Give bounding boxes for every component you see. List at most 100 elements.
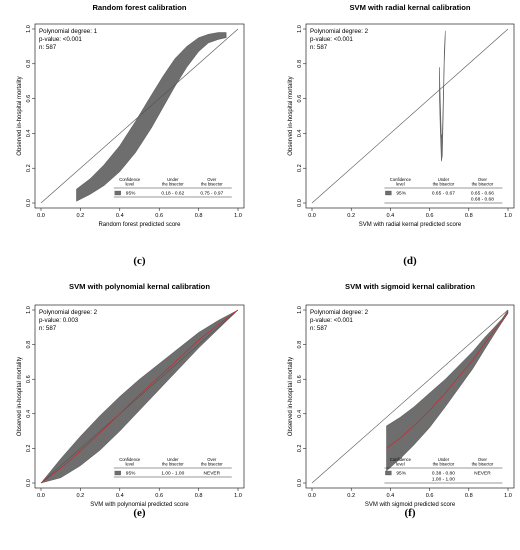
legend-header: the bisector (472, 182, 494, 187)
panel-caption: (f) (405, 507, 416, 519)
y-tick-label: 1.0 (26, 306, 32, 314)
legend-header: level (125, 462, 134, 467)
legend-header: Confidence (119, 457, 141, 462)
x-tick-label: 0.2 (347, 493, 355, 499)
legend-header: the bisector (201, 182, 223, 187)
legend-header: the bisector (162, 462, 184, 467)
y-tick-label: 0.2 (297, 445, 303, 453)
info-text: Polynomial degree: 2 (310, 309, 369, 316)
y-axis-label: Observed in-hospital mortality (17, 76, 23, 155)
legend-swatch (114, 470, 121, 476)
x-tick-label: 0.2 (347, 213, 355, 219)
bisector-line (311, 28, 509, 204)
x-tick-label: 1.0 (234, 493, 242, 499)
y-tick-label: 0.8 (297, 60, 303, 68)
y-axis-label: Observed in-hospital mortality (288, 357, 294, 436)
legend-header: Under (438, 177, 450, 182)
x-axis-label: SVM with polynomial predicted score (90, 502, 189, 508)
bisector-line (40, 309, 239, 484)
info-text: n: 587 (39, 44, 57, 51)
info-text: Polynomial degree: 2 (39, 309, 98, 316)
legend-level: 95% (396, 191, 406, 197)
calibration-panel-2: SVM with radial kernal calibration 0.0 0.0… (288, 3, 515, 267)
x-tick-label: 0.2 (77, 213, 85, 219)
x-tick-label: 1.0 (504, 213, 512, 219)
x-tick-label: 0.0 (37, 213, 45, 219)
y-tick-label: 0.0 (26, 199, 32, 207)
y-tick-label: 0.6 (26, 95, 32, 103)
x-tick-label: 0.4 (387, 493, 395, 499)
legend-over-range: NEVER (204, 471, 221, 477)
x-axis-label: SVM with sigmoid predicted score (365, 502, 456, 508)
plot-frame (34, 23, 245, 209)
panel-title: Random forest calibration (92, 3, 186, 12)
x-axis-label: Random forest predicted score (98, 222, 181, 228)
info-text: p-value: <0.001 (310, 36, 353, 43)
x-tick-label: 0.8 (195, 493, 203, 499)
legend-header: Under (167, 457, 179, 462)
panel-title: SVM with sigmoid kernal calibration (345, 282, 475, 291)
legend-header: Confidence (390, 457, 412, 462)
legend-header: level (396, 462, 405, 467)
y-tick-label: 1.0 (297, 25, 303, 33)
y-tick-label: 0.8 (26, 341, 32, 349)
y-tick-label: 0.2 (297, 164, 303, 172)
legend-header: the bisector (162, 182, 184, 187)
plot-frame (305, 23, 515, 209)
x-tick-label: 0.0 (308, 493, 316, 499)
info-text: Polynomial degree: 2 (310, 28, 369, 35)
x-tick-label: 0.4 (387, 213, 395, 219)
legend-swatch (385, 470, 392, 476)
legend-over-range: 0.65 - 0.66 (471, 191, 494, 197)
calibration-panel-1: Random forest calibration 0.0 0.0 0.2 0.2 0.4… (17, 3, 245, 267)
y-tick-label: 0.6 (297, 375, 303, 383)
legend-over-range: 0.68 - 0.68 (471, 197, 494, 203)
y-tick-label: 0.0 (26, 479, 32, 487)
legend-header: Confidence (390, 177, 412, 182)
panel-caption: (c) (133, 255, 146, 267)
legend-level: 95% (126, 471, 136, 477)
legend-under-range: 0.65 - 0.67 (432, 191, 455, 197)
confidence-band (76, 32, 227, 202)
legend-over-range: 0.75 - 0.97 (200, 191, 223, 197)
calibration-panel-3: SVM with polynomial kernal calibration 0.… (17, 282, 245, 519)
y-tick-label: 0.0 (297, 199, 303, 207)
calibration-panel-4: SVM with sigmoid kernal calibration 0.0 0.… (288, 282, 515, 519)
legend-header: level (396, 182, 405, 187)
x-tick-label: 0.0 (37, 493, 45, 499)
legend-under-range: 0.18 - 0.62 (161, 191, 184, 197)
bisector-line (311, 309, 509, 484)
y-tick-label: 0.2 (26, 164, 32, 172)
calibration-curve (386, 311, 509, 449)
y-tick-label: 0.4 (26, 410, 32, 418)
x-tick-label: 0.8 (465, 493, 473, 499)
info-text: p-value: 0.003 (39, 317, 79, 324)
y-tick-label: 0.2 (26, 445, 32, 453)
legend-under-range: 1.00 - 1.00 (161, 471, 184, 477)
y-tick-label: 0.4 (26, 130, 32, 138)
bisector-line (40, 28, 239, 204)
x-tick-label: 0.6 (155, 213, 163, 219)
legend-header: Under (167, 177, 179, 182)
info-text: p-value: <0.001 (39, 36, 82, 43)
legend-header: the bisector (201, 462, 223, 467)
legend-header: Over (478, 177, 488, 182)
x-axis-label: SVM with radial kernal predicted score (359, 222, 462, 228)
x-tick-label: 0.6 (426, 493, 434, 499)
y-tick-label: 1.0 (26, 25, 32, 33)
legend-swatch (114, 190, 121, 196)
plot-frame (305, 304, 515, 489)
legend-header: the bisector (433, 462, 455, 467)
legend-under-range: 0.38 - 0.80 (432, 471, 455, 477)
legend-header: Over (207, 177, 217, 182)
info-text: n: 587 (310, 325, 328, 332)
y-axis-label: Observed in-hospital mortality (17, 357, 23, 436)
y-tick-label: 0.8 (297, 341, 303, 349)
x-tick-label: 0.6 (426, 213, 434, 219)
x-tick-label: 0.6 (155, 493, 163, 499)
y-tick-label: 0.8 (26, 60, 32, 68)
y-tick-label: 0.4 (297, 410, 303, 418)
y-tick-label: 0.4 (297, 130, 303, 138)
legend-header: Under (438, 457, 450, 462)
